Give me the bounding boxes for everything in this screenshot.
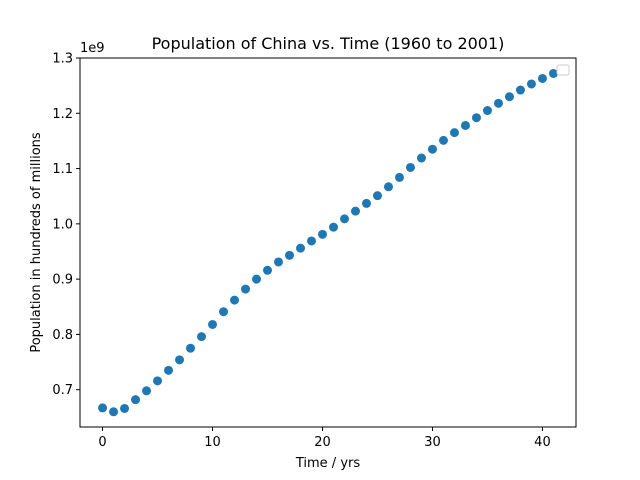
data-point <box>537 73 547 83</box>
data-point <box>526 79 536 89</box>
data-point <box>340 214 349 224</box>
data-point <box>307 236 316 246</box>
y-axis-ticks: 0.7 0.8 0.9 1.0 1.1 1.2 1.3 <box>52 52 80 398</box>
data-point <box>109 407 119 417</box>
data-point <box>98 403 108 413</box>
data-points <box>98 68 558 417</box>
data-point <box>230 295 240 305</box>
data-point <box>318 229 327 239</box>
y-tick-label: 1.0 <box>52 217 73 232</box>
data-point <box>208 319 218 329</box>
data-point <box>120 403 130 413</box>
data-point <box>460 120 470 130</box>
x-tick-label: 10 <box>204 435 221 450</box>
y-axis-label: Population in hundreds of millions <box>29 132 44 353</box>
x-axis-label: Time / yrs <box>295 456 360 471</box>
data-point <box>241 284 251 294</box>
data-point <box>438 135 448 145</box>
y-tick-label: 0.7 <box>52 383 73 398</box>
y-tick-label: 0.9 <box>52 273 73 288</box>
data-point <box>153 376 163 386</box>
legend-box <box>556 64 570 76</box>
y-tick-label: 1.2 <box>52 107 73 122</box>
y-axis-offset-label: 1e9 <box>80 41 105 56</box>
data-point <box>394 172 404 182</box>
y-tick-label: 1.3 <box>52 52 73 67</box>
data-point <box>471 113 481 123</box>
data-point <box>405 162 415 172</box>
y-tick-label: 1.1 <box>52 162 73 177</box>
y-tick-label: 0.8 <box>52 328 73 343</box>
x-tick-label: 40 <box>534 435 551 450</box>
data-point <box>372 191 382 201</box>
data-point <box>548 68 558 78</box>
data-point <box>131 395 141 405</box>
data-point <box>296 243 306 253</box>
data-point <box>142 386 152 396</box>
x-tick-label: 30 <box>424 435 441 450</box>
x-tick-label: 20 <box>314 435 331 450</box>
data-point <box>274 257 284 267</box>
data-point <box>361 198 371 208</box>
data-point <box>252 274 262 284</box>
data-point <box>164 365 174 375</box>
x-axis-ticks: 0 10 20 30 40 <box>98 427 551 450</box>
data-point <box>263 265 273 275</box>
data-point <box>504 92 514 102</box>
x-tick-label: 0 <box>98 435 106 450</box>
data-point <box>482 106 492 116</box>
data-point <box>493 98 503 108</box>
data-point <box>219 307 229 317</box>
data-point <box>329 222 338 232</box>
chart-title: Population of China vs. Time (1960 to 20… <box>152 34 505 53</box>
data-point <box>350 206 360 216</box>
data-point <box>515 85 525 95</box>
data-point <box>186 343 196 353</box>
plot-area-frame <box>79 57 577 428</box>
data-point <box>427 144 437 154</box>
data-point <box>449 128 459 138</box>
data-point <box>285 250 295 260</box>
data-point <box>383 182 393 192</box>
data-point <box>175 355 185 365</box>
data-point <box>416 153 426 163</box>
data-point <box>197 332 207 342</box>
